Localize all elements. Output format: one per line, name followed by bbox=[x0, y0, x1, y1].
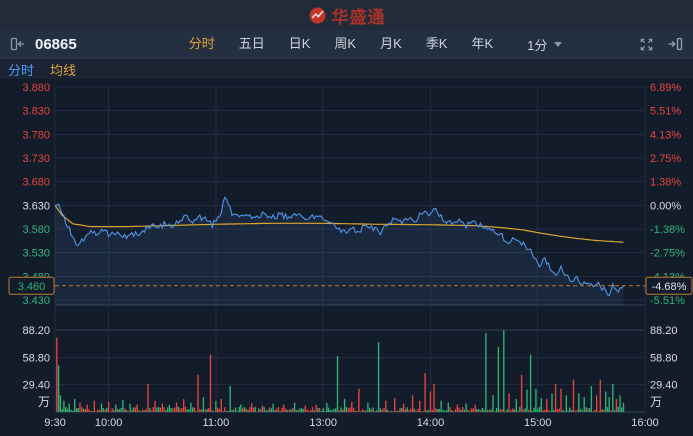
svg-text:16:00: 16:00 bbox=[631, 417, 659, 429]
legend-item[interactable]: 均线 bbox=[50, 62, 77, 78]
svg-text:-5.51%: -5.51% bbox=[650, 295, 685, 307]
svg-text:13:00: 13:00 bbox=[309, 417, 337, 429]
svg-text:14:00: 14:00 bbox=[417, 417, 445, 429]
legend-item[interactable]: 分时 bbox=[8, 62, 35, 78]
svg-text:3.880: 3.880 bbox=[22, 82, 50, 94]
chart-tab[interactable]: 月K bbox=[380, 36, 402, 51]
interval-label: 1分 bbox=[527, 37, 548, 53]
svg-text:3.780: 3.780 bbox=[22, 129, 50, 141]
price-area-fill bbox=[55, 197, 624, 305]
app-header: 华盛通 bbox=[0, 0, 693, 30]
svg-text:9:30: 9:30 bbox=[44, 417, 65, 429]
chart-type-tabs: 分时 五日 日K 周K 月K 季K 年K bbox=[177, 30, 505, 58]
chart-tab[interactable]: 季K bbox=[425, 36, 448, 51]
kline-interval-dropdown[interactable]: 1分 bbox=[527, 35, 563, 54]
dock-right-icon[interactable] bbox=[667, 36, 683, 52]
average-price-line bbox=[54, 204, 624, 243]
svg-text:-2.75%: -2.75% bbox=[650, 248, 685, 260]
svg-text:88.20: 88.20 bbox=[22, 325, 50, 337]
svg-text:万: 万 bbox=[650, 395, 662, 409]
chart-tab[interactable]: 分时 bbox=[188, 36, 215, 51]
svg-text:4.13%: 4.13% bbox=[650, 129, 681, 141]
svg-text:3.430: 3.430 bbox=[22, 295, 50, 307]
chart-legend: 分时 均线 bbox=[0, 58, 693, 79]
svg-text:88.20: 88.20 bbox=[650, 325, 678, 337]
svg-text:3.730: 3.730 bbox=[22, 153, 50, 165]
svg-text:3.830: 3.830 bbox=[22, 106, 50, 118]
svg-text:-1.38%: -1.38% bbox=[650, 224, 685, 236]
svg-text:3.530: 3.530 bbox=[22, 248, 50, 260]
svg-text:58.80: 58.80 bbox=[22, 352, 50, 364]
current-price-marker: 3.460 -4.68% bbox=[8, 276, 693, 295]
chart-tab[interactable]: 周K bbox=[334, 36, 357, 51]
time-axis-labels: 9:30 10:00 11:00 13:00 14:00 15:00 16:00 bbox=[44, 417, 658, 429]
chevron-down-icon bbox=[554, 41, 563, 47]
chart-grid bbox=[54, 86, 646, 413]
svg-text:0.00%: 0.00% bbox=[650, 200, 681, 212]
svg-text:11:00: 11:00 bbox=[203, 417, 230, 429]
price-axis-labels: 3.880 3.830 3.780 3.730 3.680 3.630 3.580 3.530… bbox=[22, 82, 50, 307]
svg-text:万: 万 bbox=[38, 395, 50, 409]
svg-text:58.80: 58.80 bbox=[650, 352, 678, 364]
svg-text:3.580: 3.580 bbox=[22, 224, 50, 236]
chart-toolbar: 06865 分时 五日 日K 周K 月K 季K 年K 1分 bbox=[0, 30, 693, 58]
toolbar-right-icons bbox=[639, 36, 683, 52]
percent-axis-labels: 6.89% 5.51% 4.13% 2.75% 1.38% 0.00% -1.38% -2.7… bbox=[650, 82, 685, 307]
chart-tab[interactable]: 五日 bbox=[238, 36, 265, 51]
fullscreen-icon[interactable] bbox=[639, 37, 654, 52]
intraday-chart[interactable]: 3.880 3.830 3.780 3.730 3.680 3.630 3.580 3.530… bbox=[0, 79, 693, 431]
volume-bars bbox=[56, 330, 625, 412]
svg-text:29.40: 29.40 bbox=[22, 380, 50, 392]
svg-text:2.75%: 2.75% bbox=[650, 153, 681, 165]
svg-text:3.460: 3.460 bbox=[18, 281, 46, 293]
svg-text:5.51%: 5.51% bbox=[650, 106, 681, 118]
svg-text:3.630: 3.630 bbox=[22, 200, 50, 212]
chart-tab[interactable]: 日K bbox=[288, 36, 311, 51]
svg-text:6.89%: 6.89% bbox=[650, 82, 681, 94]
huasheng-logo-icon bbox=[308, 6, 327, 25]
svg-text:-4.68%: -4.68% bbox=[652, 281, 687, 293]
app-title: 华盛通 bbox=[331, 7, 386, 27]
chart-area: 3.880 3.830 3.780 3.730 3.680 3.630 3.580 3.530… bbox=[0, 79, 693, 436]
price-line bbox=[54, 196, 624, 297]
svg-text:15:00: 15:00 bbox=[524, 417, 552, 429]
chart-tab[interactable]: 年K bbox=[471, 36, 494, 51]
svg-text:3.680: 3.680 bbox=[22, 177, 50, 189]
svg-text:1.38%: 1.38% bbox=[650, 177, 681, 189]
volume-axis-labels: 88.20 88.20 58.80 58.80 29.40 29.40 万 万 bbox=[22, 325, 677, 409]
svg-text:29.40: 29.40 bbox=[650, 380, 678, 392]
svg-text:10:00: 10:00 bbox=[95, 417, 123, 429]
stock-code: 06865 bbox=[35, 35, 77, 53]
collapse-panel-icon[interactable] bbox=[10, 36, 26, 52]
